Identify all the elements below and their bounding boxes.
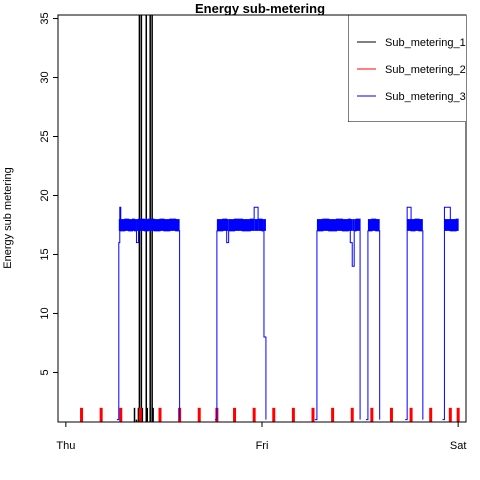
chart-title: Energy sub-metering [195,1,325,16]
series-3-band [148,219,155,231]
series-3-band [262,219,264,231]
series-3-band [144,219,149,231]
series-3-band [456,219,459,231]
series-3-band [136,219,139,231]
y-tick-label: 10 [39,307,51,319]
series-3-line [405,206,424,421]
series-3-band [222,219,227,231]
series-3-band [348,219,351,231]
y-tick-label: 5 [39,369,51,375]
series-3-band [316,219,323,231]
series-3-band [175,219,180,231]
series-3-band [154,219,160,231]
series-3-band [411,219,415,231]
plot-area [80,15,460,422]
legend: Sub_metering_1 Sub_metering_2 Sub_metering… [348,15,466,122]
series-3-band [371,219,376,231]
x-tick-label: Thu [56,440,75,452]
y-tick-label: 20 [39,189,51,201]
series-3-band [138,219,145,231]
series-3-band [242,219,251,231]
series-3-band [124,219,129,231]
series-3-band [120,219,125,231]
series-3-band [163,219,170,231]
series-2 [80,407,460,422]
series-3-band [258,219,262,231]
legend-entry: Sub_metering_3 [385,91,466,103]
series-3-band [254,219,259,231]
series-3-band [250,219,255,231]
y-axis: 5 10 15 20 25 30 35 [39,12,59,376]
series-3-band [367,219,372,231]
series-3-band [418,219,423,231]
series-3-band [216,219,223,231]
series-3-band [356,219,361,231]
series-3 [116,206,459,421]
series-1 [133,15,154,422]
series-3-band [415,219,419,231]
y-axis-label: Energy sub metering [2,167,14,269]
series-3-band [119,219,121,231]
series-3-band [328,219,337,231]
series-3-band [350,219,353,231]
series-3-line [365,218,381,421]
y-tick-label: 25 [39,130,51,142]
series-3-band [226,219,229,231]
series-3-band [134,219,137,231]
series-3-band [234,219,243,231]
series-3-line [442,206,459,421]
series-3-band [336,219,343,231]
series-3-band [128,219,133,231]
y-tick-label: 15 [39,248,51,260]
series-3-band [132,219,135,231]
series-3-line [314,218,361,421]
series-3-band [354,219,357,231]
series-3-band [322,219,329,231]
series-3-band [444,219,451,231]
series-3-band [375,219,380,231]
series-3-band [228,219,235,231]
series-3-line [214,206,267,421]
y-tick-label: 30 [39,71,51,83]
series-3-band [263,219,266,231]
legend-entry: Sub_metering_1 [385,37,466,49]
series-3-band [342,219,349,231]
legend-entry: Sub_metering_2 [385,64,466,76]
series-3-line [116,206,181,421]
x-tick-label: Sat [450,440,467,452]
y-tick-label: 35 [39,12,51,24]
series-3-band [407,219,412,231]
series-3-band [352,219,355,231]
series-3-band [450,219,457,231]
series-3-band [169,219,176,231]
x-axis: Thu Fri Sat [56,421,467,452]
x-tick-label: Fri [256,440,269,452]
series-3-band [160,219,164,231]
series-3-band [118,219,120,231]
